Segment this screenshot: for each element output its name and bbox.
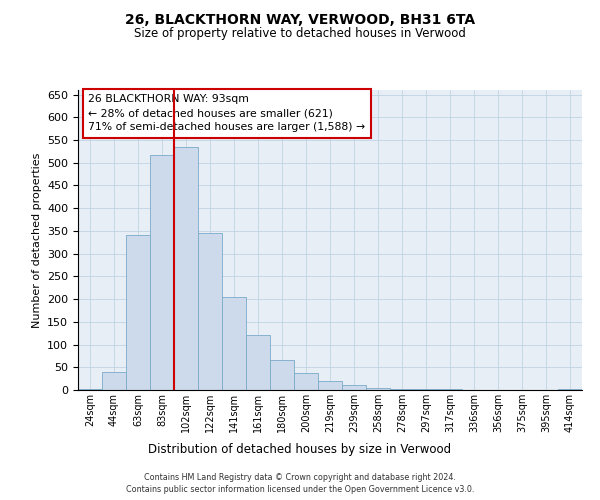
- Bar: [438, 389, 462, 390]
- Bar: [222, 297, 246, 390]
- Bar: [318, 381, 342, 390]
- Text: 26, BLACKTHORN WAY, VERWOOD, BH31 6TA: 26, BLACKTHORN WAY, VERWOOD, BH31 6TA: [125, 12, 475, 26]
- Y-axis label: Number of detached properties: Number of detached properties: [32, 152, 41, 328]
- Bar: [174, 147, 198, 390]
- Text: Contains HM Land Registry data © Crown copyright and database right 2024.: Contains HM Land Registry data © Crown c…: [144, 472, 456, 482]
- Text: Contains public sector information licensed under the Open Government Licence v3: Contains public sector information licen…: [126, 485, 474, 494]
- Bar: [150, 155, 174, 390]
- Bar: [78, 389, 102, 390]
- Bar: [270, 360, 294, 390]
- Text: Size of property relative to detached houses in Verwood: Size of property relative to detached ho…: [134, 28, 466, 40]
- Bar: [390, 388, 414, 390]
- Text: Distribution of detached houses by size in Verwood: Distribution of detached houses by size …: [148, 442, 452, 456]
- Bar: [414, 389, 438, 390]
- Bar: [126, 236, 150, 390]
- Bar: [102, 372, 126, 390]
- Text: 26 BLACKTHORN WAY: 93sqm
← 28% of detached houses are smaller (621)
71% of semi-: 26 BLACKTHORN WAY: 93sqm ← 28% of detach…: [88, 94, 365, 132]
- Bar: [366, 388, 390, 390]
- Bar: [294, 372, 318, 390]
- Bar: [198, 233, 222, 390]
- Bar: [558, 389, 582, 390]
- Bar: [342, 386, 366, 390]
- Bar: [246, 336, 270, 390]
